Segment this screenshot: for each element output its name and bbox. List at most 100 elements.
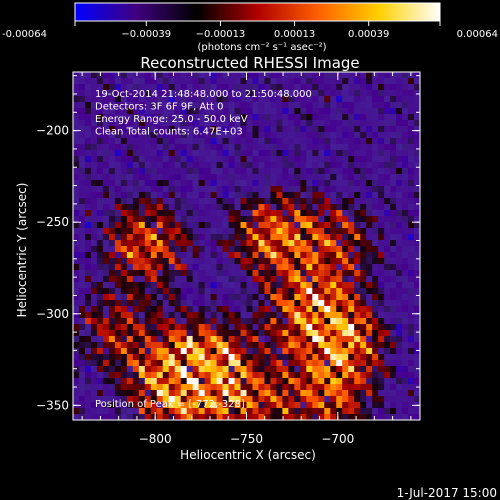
heatmap-cell <box>150 120 158 127</box>
heatmap-cell <box>168 150 176 157</box>
heatmap-cell <box>108 252 116 259</box>
heatmap-cell <box>90 162 98 169</box>
heatmap-cell <box>174 312 182 319</box>
heatmap-cell <box>222 162 230 169</box>
heatmap-cell <box>216 234 224 241</box>
heatmap-cell <box>216 276 224 283</box>
heatmap-cell <box>222 372 230 379</box>
heatmap-cell <box>300 72 307 79</box>
heatmap-cell <box>378 90 385 97</box>
heatmap-cell <box>348 72 355 79</box>
heatmap-cell <box>222 96 230 103</box>
heatmap-cell <box>186 246 194 253</box>
heatmap-cell <box>180 234 188 241</box>
heatmap-cell <box>408 300 415 307</box>
heatmap-cell <box>174 198 182 205</box>
heatmap-cell <box>348 378 355 385</box>
heatmap-cell <box>360 84 367 91</box>
heatmap-cell <box>78 156 86 163</box>
heatmap-cell <box>318 294 325 301</box>
heatmap-cell <box>402 366 409 373</box>
heatmap-cell <box>342 240 349 247</box>
heatmap-cell <box>168 210 176 217</box>
heatmap-cell <box>282 330 289 337</box>
heatmap-cell <box>402 222 409 229</box>
heatmap-cell <box>240 342 247 349</box>
heatmap-cell <box>144 72 152 79</box>
heatmap-cell <box>276 180 283 187</box>
heatmap-cell <box>354 366 361 373</box>
heatmap-cell <box>186 78 194 85</box>
heatmap-cell <box>336 210 343 217</box>
heatmap-cell <box>126 96 134 103</box>
heatmap-cell <box>138 216 146 223</box>
heatmap-cell <box>138 234 146 241</box>
heatmap-cell <box>186 234 194 241</box>
heatmap-cell <box>78 126 86 133</box>
heatmap-cell <box>192 282 200 289</box>
heatmap-cell <box>84 180 92 187</box>
heatmap-cell <box>276 174 283 181</box>
heatmap-cell <box>78 366 86 373</box>
heatmap-cell <box>306 264 313 271</box>
heatmap-cell <box>330 366 337 373</box>
heatmap-cell <box>108 216 116 223</box>
heatmap-cell <box>336 162 343 169</box>
heatmap-cell <box>252 270 259 277</box>
heatmap-cell <box>246 102 253 109</box>
heatmap-cell <box>90 312 98 319</box>
heatmap-cell <box>258 372 265 379</box>
heatmap-cell <box>150 96 158 103</box>
heatmap-cell <box>78 360 86 367</box>
heatmap-cell <box>174 264 182 271</box>
heatmap-cell <box>234 108 242 115</box>
heatmap-cell <box>360 372 367 379</box>
heatmap-cell <box>96 186 104 193</box>
heatmap-cell <box>396 162 403 169</box>
peak-label: Position of Peak = [-772,-328] <box>95 399 245 410</box>
heatmap-cell <box>204 270 212 277</box>
heatmap-cell <box>96 354 104 361</box>
heatmap-cell <box>198 288 206 295</box>
heatmap-cell <box>78 270 86 277</box>
heatmap-cell <box>198 228 206 235</box>
heatmap-cell <box>102 396 110 403</box>
heatmap-cell <box>402 180 409 187</box>
heatmap-cell <box>210 306 218 313</box>
heatmap-cell <box>90 222 98 229</box>
heatmap-cell <box>330 96 337 103</box>
heatmap-cell <box>174 324 182 331</box>
heatmap-cell <box>90 300 98 307</box>
heatmap-cell <box>408 276 415 283</box>
heatmap-cell <box>390 222 397 229</box>
heatmap-cell <box>330 144 337 151</box>
heatmap-cell <box>408 360 415 367</box>
heatmap-cell <box>138 162 146 169</box>
y-axis: −350−300−250−200 <box>36 75 420 412</box>
heatmap-cell <box>330 108 337 115</box>
heatmap-cell <box>300 396 307 403</box>
heatmap-cell <box>78 186 86 193</box>
heatmap-cell <box>180 414 188 420</box>
heatmap-cell <box>186 198 194 205</box>
heatmap-cell <box>73 156 80 163</box>
heatmap-cell <box>180 360 188 367</box>
heatmap-cell <box>414 156 420 163</box>
heatmap-cell <box>354 240 361 247</box>
heatmap-cell <box>108 120 116 127</box>
heatmap-cell <box>228 276 236 283</box>
heatmap-cell <box>120 240 128 247</box>
heatmap-cell <box>73 354 80 361</box>
heatmap-cell <box>102 312 110 319</box>
heatmap-cell <box>258 258 265 265</box>
heatmap-cell <box>330 252 337 259</box>
heatmap-cell <box>378 354 385 361</box>
heatmap-cell <box>234 204 242 211</box>
heatmap-cell <box>306 312 313 319</box>
heatmap-cell <box>246 288 253 295</box>
heatmap-cell <box>324 108 331 115</box>
heatmap-cell <box>198 216 206 223</box>
heatmap-cell <box>402 372 409 379</box>
heatmap-cell <box>384 150 391 157</box>
heatmap-cell <box>204 354 212 361</box>
